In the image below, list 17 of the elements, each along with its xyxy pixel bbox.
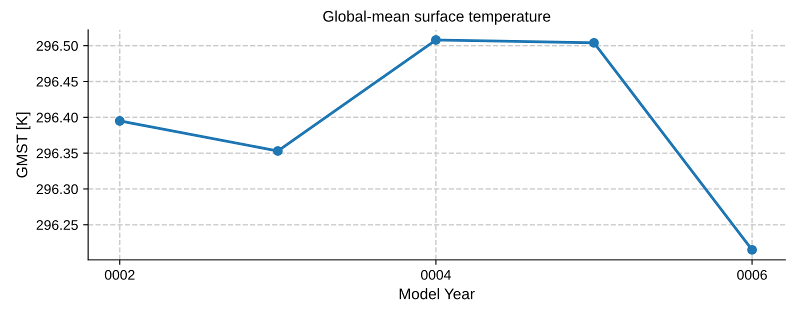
point [272, 146, 283, 156]
y-tick-label: 296.40 [36, 112, 78, 122]
y-tick-label: 296.35 [36, 148, 78, 158]
y-tick-label: 296.30 [36, 184, 78, 194]
point [114, 116, 125, 126]
y-axis-title: GMST [K] [16, 112, 30, 178]
y-tick-label: 296.45 [36, 76, 78, 87]
y-tick-label: 296.25 [36, 220, 78, 230]
x-tick-label: 0006 [737, 270, 767, 280]
point [589, 38, 599, 48]
y-tick-label: 296.50 [36, 41, 78, 51]
x-tick-label: 0002 [104, 270, 135, 280]
x-tick-label: 0004 [421, 270, 451, 280]
point [747, 244, 757, 255]
chart-title: Global-mean surface temperature [323, 10, 550, 25]
x-axis-title: Model Year [400, 288, 475, 300]
point [431, 35, 441, 45]
